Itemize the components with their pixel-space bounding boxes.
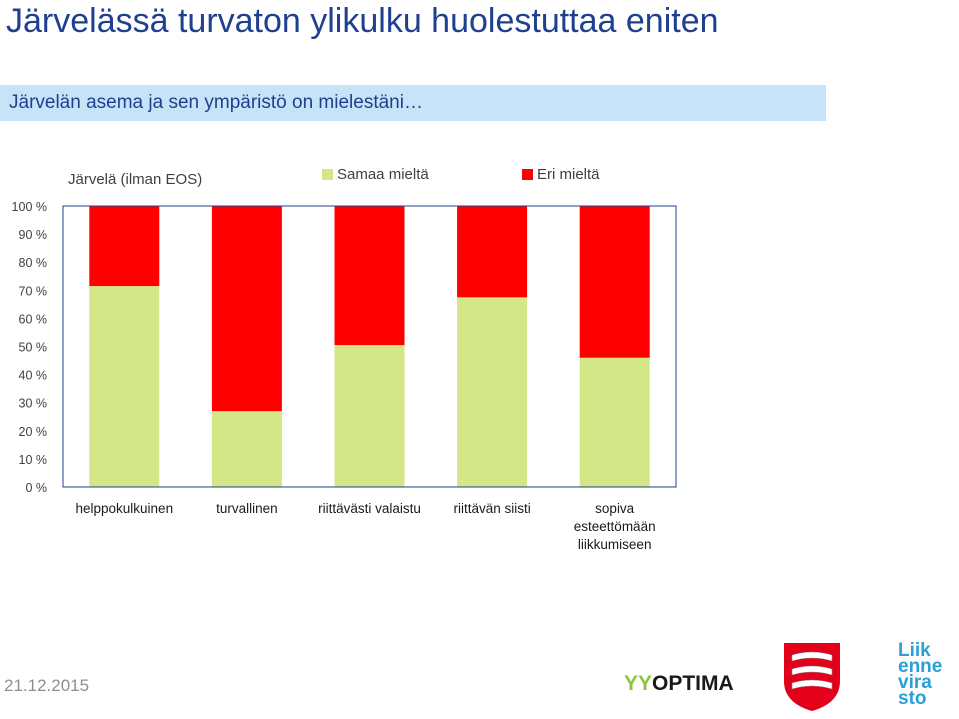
y-tick-label: 10 % [19, 453, 48, 467]
y-tick-label: 60 % [19, 312, 48, 326]
bar-segment [334, 206, 405, 346]
coat-of-arms-icon [782, 641, 842, 718]
yyoptima-logo-mark: YY [624, 672, 653, 695]
y-tick-label: 90 % [19, 228, 48, 242]
bar-segment [579, 206, 650, 358]
page-title: Järvelässä turvaton ylikulku huolestutta… [6, 2, 719, 40]
bar-segment [334, 345, 405, 487]
yyoptima-logo-text: OPTIMA [652, 672, 734, 695]
page-subtitle: Järvelän asema ja sen ympäristö on miele… [9, 92, 423, 113]
liikennevirasto-line: vira [898, 672, 932, 693]
x-category-label: helppokulkuinen [76, 501, 174, 516]
x-category-label: turvallinen [216, 501, 278, 516]
y-tick-label: 80 % [19, 256, 48, 270]
y-tick-label: 50 % [19, 341, 48, 355]
bar-segment [457, 206, 528, 298]
chart-title: Järvelä (ilman EOS) [68, 171, 202, 188]
bar-segment [579, 357, 650, 487]
subtitle-band: Järvelän asema ja sen ympäristö on miele… [0, 85, 826, 121]
legend-swatch [322, 169, 333, 180]
x-category-label: riittävästi valaistu [318, 501, 421, 516]
liikennevirasto-line: enne [898, 656, 943, 677]
plot-frame [62, 205, 677, 488]
x-category-label: liikkumiseen [578, 537, 652, 552]
legend-label: Eri mieltä [537, 166, 600, 183]
y-tick-label: 70 % [19, 284, 48, 298]
bar-segment [89, 286, 160, 487]
y-tick-label: 20 % [19, 425, 48, 439]
footer-date: 21.12.2015 [4, 676, 90, 695]
bar-segment [457, 297, 528, 487]
yyoptima-logo: YYOPTIMA [624, 672, 734, 696]
legend-label: Samaa mieltä [337, 166, 429, 183]
x-category-label: riittävän siisti [453, 501, 530, 516]
y-tick-label: 40 % [19, 369, 48, 383]
bar-segment [89, 206, 160, 287]
x-category-label: esteettömään [574, 519, 656, 534]
y-tick-label: 30 % [19, 397, 48, 411]
bar-segment [211, 411, 282, 487]
liikennevirasto-logo: Liik enne vira sto [898, 640, 943, 709]
bar-segment [211, 206, 282, 412]
liikennevirasto-line: sto [898, 688, 927, 709]
legend-swatch [522, 169, 533, 180]
x-category-label: sopiva [595, 501, 635, 516]
y-tick-label: 0 % [25, 481, 47, 495]
y-tick-label: 100 % [12, 200, 47, 214]
stacked-bar-chart: Järvelä (ilman EOS) Samaa mieltä Eri mielt… [12, 166, 677, 552]
liikennevirasto-line: Liik [898, 640, 931, 661]
